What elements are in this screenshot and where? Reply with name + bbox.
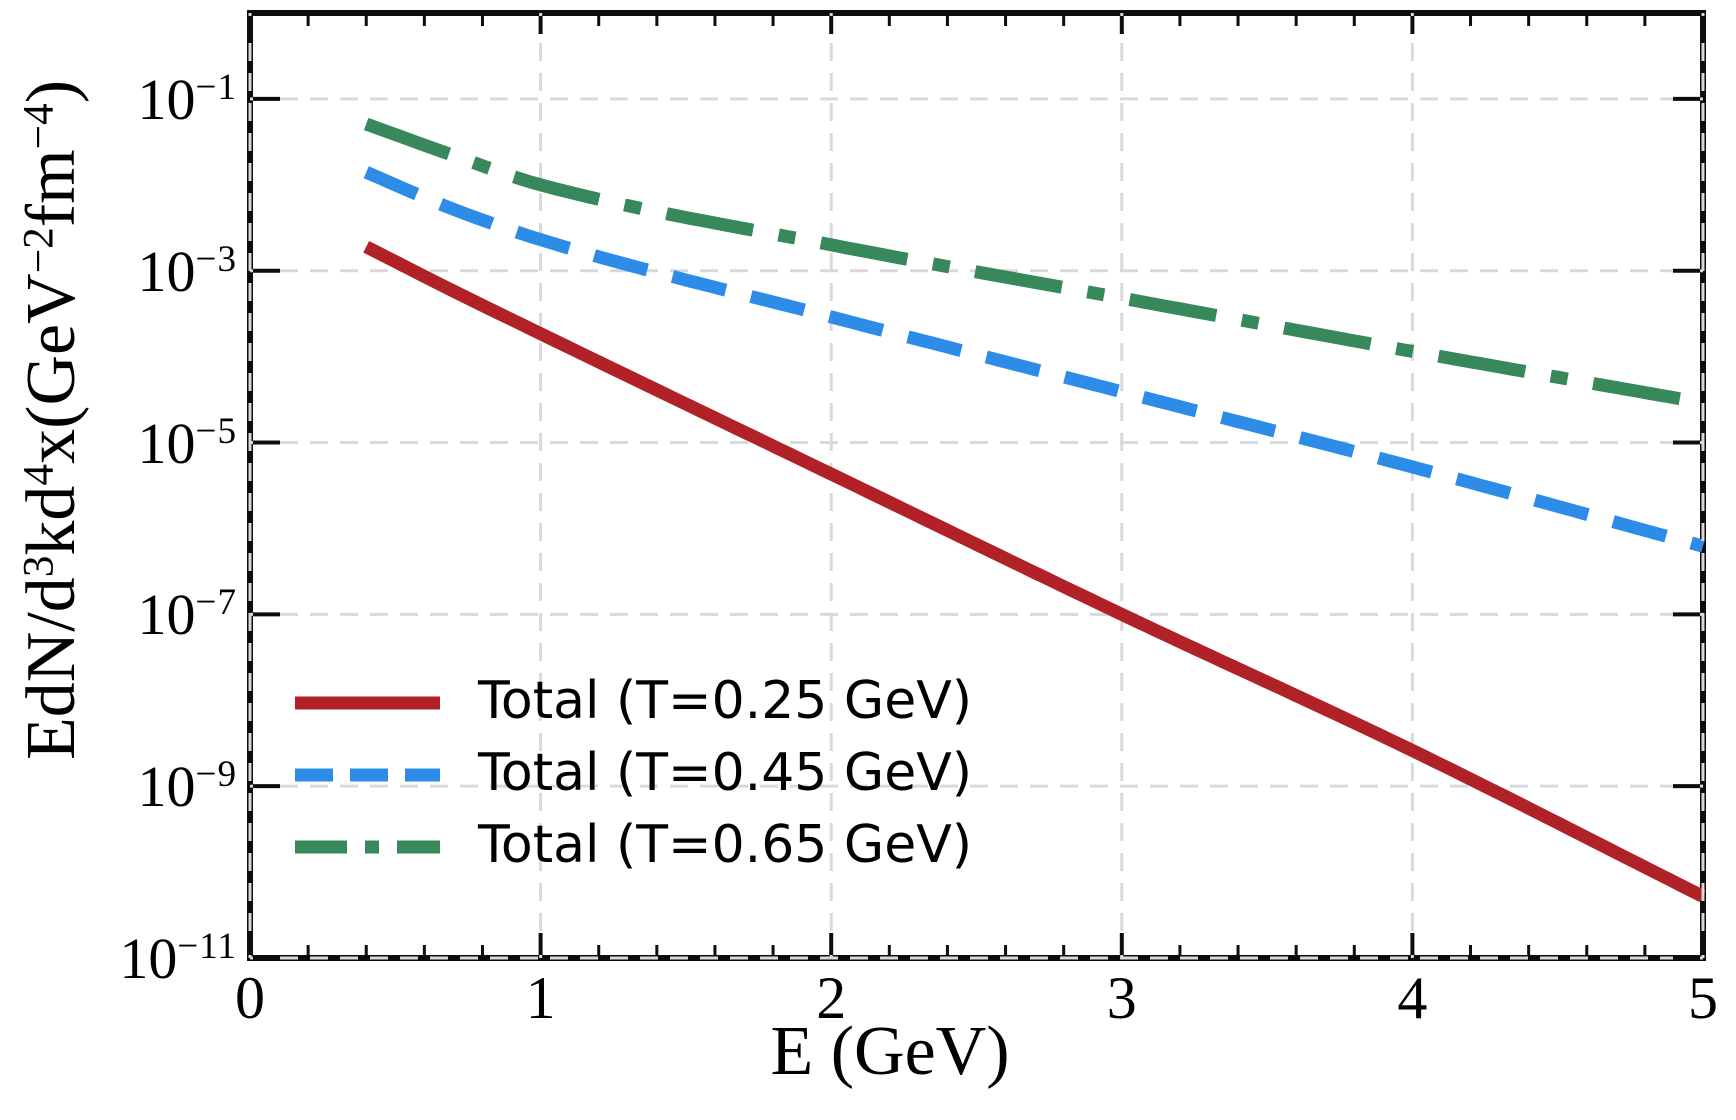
x-tick-label: 3: [1106, 965, 1137, 1031]
y-tick-label: 10−1: [137, 66, 237, 133]
curve-total-t-0p25: [363, 240, 1706, 903]
legend-label-total-t-0p25: Total (T=0.25 GeV): [478, 670, 973, 731]
x-tick-label: 1: [525, 965, 556, 1031]
curve-total-t-0p45: [363, 166, 1705, 553]
x-tick-label: 0: [235, 965, 265, 1031]
y-tick-label: 10−5: [137, 410, 237, 476]
x-tick-label: 5: [1688, 965, 1718, 1031]
legend-label-total-t-0p45: Total (T=0.45 GeV): [478, 742, 973, 803]
legend-label-total-t-0p65: Total (T=0.65 GeV): [478, 814, 973, 875]
curve-total-t-0p65: [363, 117, 1705, 410]
y-tick-label: 10−11: [119, 925, 237, 992]
y-axis-title: EdN/d3kd4x(GeV−2fm−4): [13, 79, 90, 761]
y-tick-label: 10−7: [137, 582, 237, 648]
x-axis-title: E (GeV): [770, 1013, 1010, 1090]
x-tick-label: 2: [816, 965, 847, 1031]
y-tick-label: 10−3: [137, 238, 237, 304]
x-tick-label: 4: [1397, 965, 1428, 1031]
y-tick-label: 10−9: [137, 753, 237, 820]
